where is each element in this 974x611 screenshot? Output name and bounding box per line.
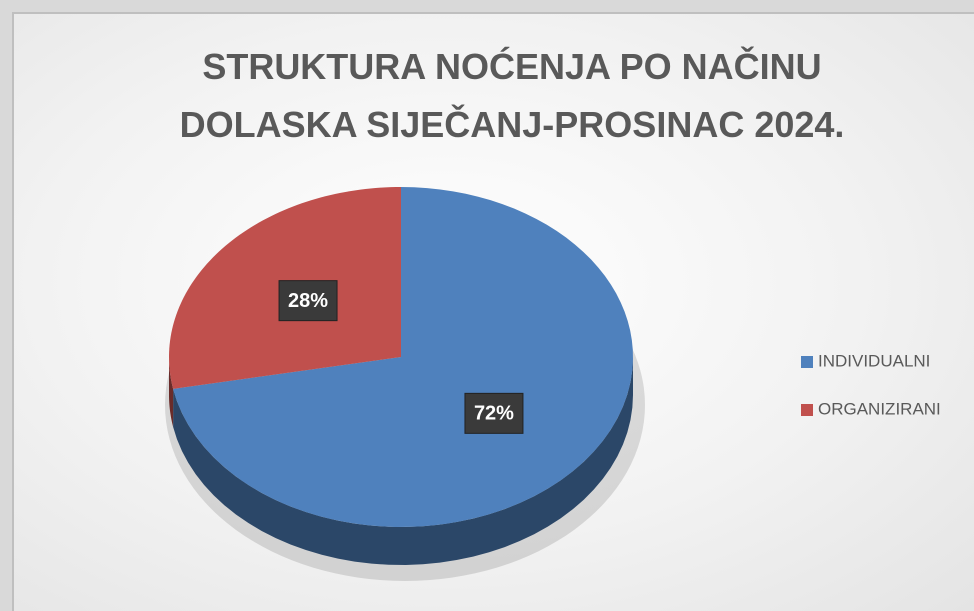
data-label: 28% — [288, 290, 328, 312]
chart-title: STRUKTURA NOĆENJA PO NAČINU DOLASKA SIJE… — [179, 46, 845, 145]
pie-side — [173, 357, 633, 565]
legend-label: ORGANIZIRANI — [818, 399, 941, 418]
legend-swatch — [801, 404, 813, 416]
legend-label: INDIVIDUALNI — [818, 351, 930, 370]
pie-slice — [173, 187, 633, 527]
pie-side — [169, 357, 174, 427]
data-label-box — [278, 280, 338, 322]
data-label: 72% — [474, 403, 514, 425]
data-label-box — [464, 392, 524, 434]
legend-swatch — [801, 356, 813, 368]
